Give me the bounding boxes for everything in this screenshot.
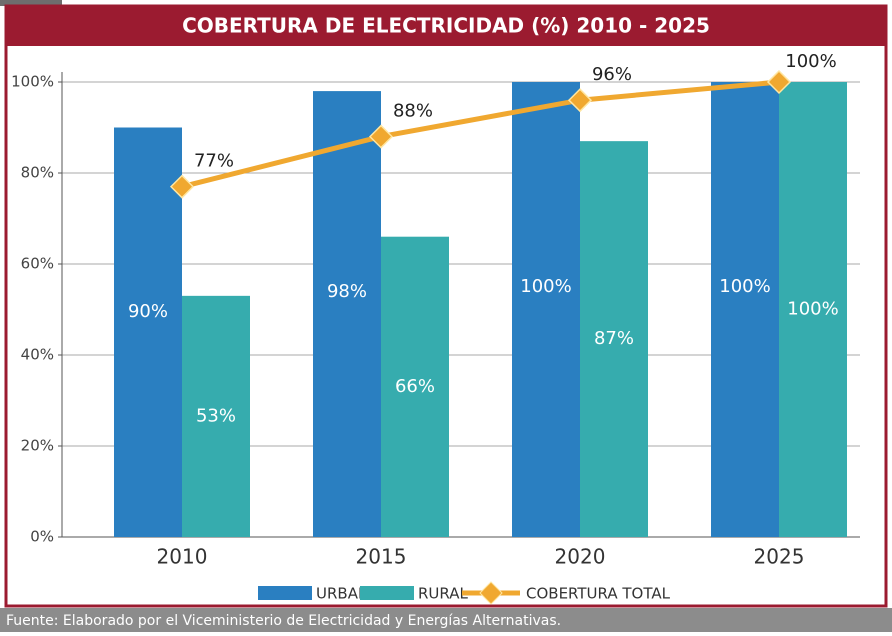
line-label: 96% [592, 64, 632, 85]
bar [580, 141, 648, 537]
marker [766, 69, 792, 95]
bar-label: 53% [196, 405, 236, 426]
bar [313, 91, 381, 537]
corner-strip [0, 0, 62, 6]
bar-label: 98% [327, 281, 367, 302]
bar [779, 82, 847, 537]
legend-marker [479, 581, 503, 605]
x-tick-label: 2015 [356, 545, 407, 569]
bar-label: 66% [395, 376, 435, 397]
bar [711, 82, 779, 537]
bar [512, 82, 580, 537]
bar [381, 236, 449, 537]
legend-swatch [360, 586, 414, 600]
legend-label: RURAL [418, 585, 468, 603]
y-tick-label: 100% [11, 73, 54, 91]
y-tick-label: 80% [21, 164, 54, 182]
bar-label: 90% [128, 301, 168, 322]
marker [567, 88, 593, 113]
chart-title: COBERTURA DE ELECTRICIDAD (%) 2010 - 202… [182, 14, 710, 38]
x-tick-label: 2010 [157, 545, 208, 569]
line [181, 79, 780, 190]
line-label: 77% [194, 151, 234, 172]
marker [169, 174, 195, 199]
legend-swatch [258, 586, 312, 600]
x-tick-label: 2020 [555, 545, 606, 569]
bar-label: 100% [719, 276, 770, 297]
legend-label: COBERTURA TOTAL [526, 585, 671, 603]
bar [182, 295, 250, 537]
source: Fuente: Elaborado por el Viceministerio … [6, 613, 561, 629]
y-tick-label: 0% [30, 528, 54, 546]
y-tick-label: 40% [21, 346, 54, 364]
line-label: 100% [785, 51, 836, 72]
bar-label: 100% [520, 276, 571, 297]
x-tick-label: 2025 [754, 545, 805, 569]
bar [114, 127, 182, 537]
line-label: 88% [393, 101, 433, 122]
title-bar [6, 6, 886, 46]
bar-label: 100% [787, 299, 838, 320]
source-bar [0, 608, 892, 632]
y-tick-label: 20% [21, 437, 54, 455]
bar-label: 87% [594, 328, 634, 349]
marker [368, 124, 394, 149]
y-tick-label: 60% [21, 255, 54, 273]
